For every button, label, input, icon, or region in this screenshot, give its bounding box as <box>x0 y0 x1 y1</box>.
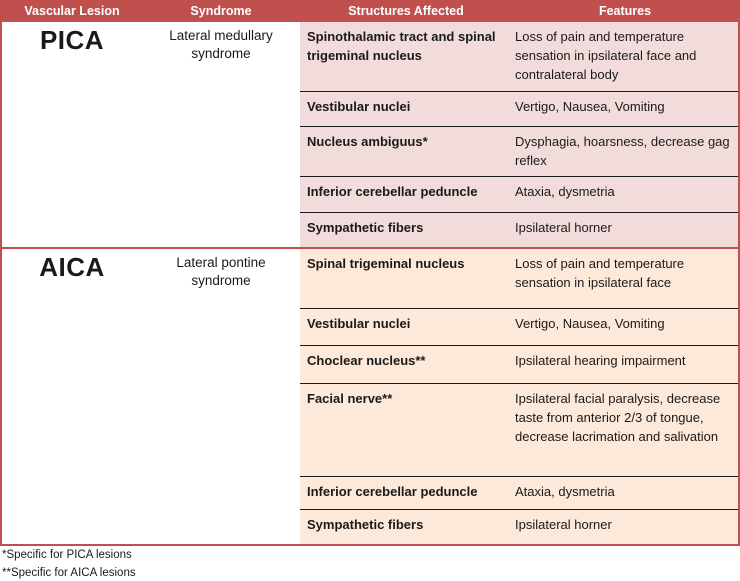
syndrome-cell: Lateral pontine syndrome <box>142 249 300 544</box>
features-cell: Ipsilateral facial paralysis, decrease t… <box>515 390 721 444</box>
table-body: PICA Lateral medullary syndrome Spinothala… <box>2 22 738 544</box>
header-syndrome: Syndrome <box>190 4 252 18</box>
table-row: Vestibular nuclei Vertigo, Nausea, Vomiti… <box>300 309 738 346</box>
lesion-label: AICA <box>39 251 105 282</box>
structure-feature-rows: Spinal trigeminal nucleus Loss of pain an… <box>300 248 738 544</box>
lesion-label: PICA <box>39 25 105 55</box>
structure-cell: Vestibular nuclei <box>307 315 411 331</box>
table-row: Facial nerve** Ipsilateral facial paralys… <box>300 384 738 477</box>
footnote-pica: *Specific for PICA lesions <box>2 549 132 561</box>
table-header-row: Vascular Lesion Syndrome Structures Affe… <box>2 0 738 22</box>
header-vascular-lesion: Vascular Lesion <box>24 4 120 18</box>
features-cell: Ataxia, dysmetria <box>515 483 615 499</box>
structure-cell: Choclear nucleus** <box>307 352 426 368</box>
section-pica: PICA Lateral medullary syndrome Spinothala… <box>2 22 738 247</box>
structure-feature-rows: Spinothalamic tract and spinal trigemina… <box>300 22 738 247</box>
section-aica: AICA Lateral pontine syndrome Spinal trige… <box>2 246 738 544</box>
table-row: Inferior cerebellar peduncle Ataxia, dysm… <box>300 177 738 213</box>
structure-cell: Facial nerve** <box>307 390 393 406</box>
features-cell: Vertigo, Nausea, Vomiting <box>515 99 665 114</box>
table-row: Sympathetic fibers Ipsilateral horner <box>300 510 738 544</box>
features-cell: Ipsilateral horner <box>515 516 612 532</box>
structure-cell: Spinothalamic tract and spinal trigemina… <box>307 29 496 63</box>
table-row: Nucleus ambiguus* Dysphagia, hoarsness, d… <box>300 127 738 177</box>
structure-cell: Sympathetic fibers <box>307 516 424 532</box>
footnotes: *Specific for PICA lesions **Specific fo… <box>2 546 136 581</box>
features-cell: Ipsilateral hearing impairment <box>515 352 686 368</box>
syndrome-cell: Lateral medullary syndrome <box>142 22 300 247</box>
features-cell: Vertigo, Nausea, Vomiting <box>515 315 665 331</box>
footnote-aica: **Specific for AICA lesions <box>2 567 136 579</box>
table-row: Sympathetic fibers Ipsilateral horner <box>300 213 738 247</box>
lesion-cell: AICA <box>2 249 142 544</box>
structure-cell: Sympathetic fibers <box>307 220 424 235</box>
header-structures-affected: Structures Affected <box>348 4 464 18</box>
structure-cell: Spinal trigeminal nucleus <box>307 255 465 271</box>
features-cell: Loss of pain and temperature sensation i… <box>515 29 697 82</box>
syndrome-text: Lateral pontine syndrome <box>176 254 266 288</box>
structure-cell: Inferior cerebellar peduncle <box>307 483 478 499</box>
features-cell: Ataxia, dysmetria <box>515 184 615 199</box>
features-cell: Loss of pain and temperature sensation i… <box>515 255 685 290</box>
table-row: Choclear nucleus** Ipsilateral hearing im… <box>300 346 738 384</box>
header-features: Features <box>598 4 652 18</box>
vascular-lesion-table: Vascular Lesion Syndrome Structures Affe… <box>0 0 740 546</box>
structure-cell: Nucleus ambiguus* <box>307 134 428 149</box>
syndrome-text: Lateral medullary syndrome <box>169 28 273 62</box>
features-cell: Ipsilateral horner <box>515 220 612 235</box>
lesion-cell: PICA <box>2 22 142 247</box>
structure-cell: Inferior cerebellar peduncle <box>307 184 478 199</box>
features-cell: Dysphagia, hoarsness, decrease gag refle… <box>515 134 730 168</box>
table-row: Vestibular nuclei Vertigo, Nausea, Vomiti… <box>300 92 738 127</box>
table-row: Spinal trigeminal nucleus Loss of pain an… <box>300 249 738 309</box>
table-row: Inferior cerebellar peduncle Ataxia, dysm… <box>300 477 738 510</box>
table-row: Spinothalamic tract and spinal trigemina… <box>300 22 738 92</box>
structure-cell: Vestibular nuclei <box>307 99 411 114</box>
